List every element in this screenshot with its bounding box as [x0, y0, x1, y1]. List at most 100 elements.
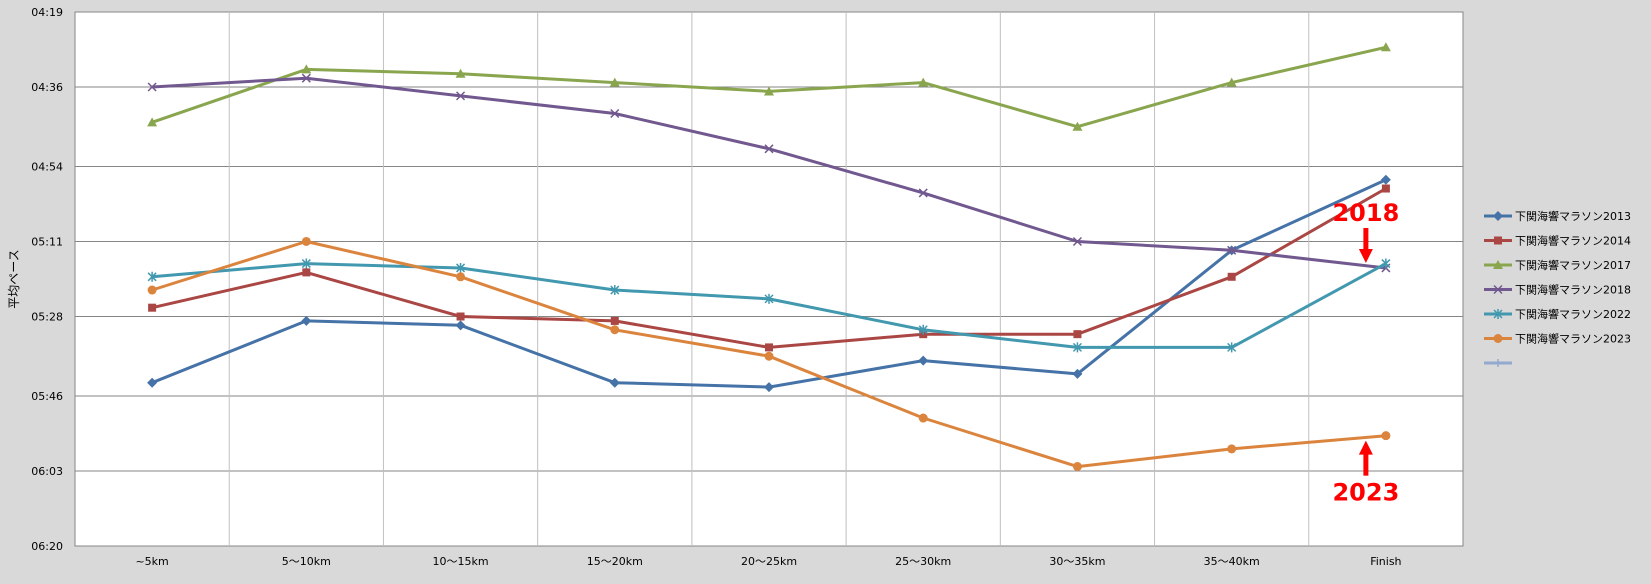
data-point — [1072, 342, 1082, 353]
data-point — [301, 64, 312, 74]
legend-marker — [1493, 211, 1503, 221]
legend-marker — [1493, 309, 1503, 319]
data-point — [456, 91, 466, 101]
x-tick-label: 15〜20km — [587, 555, 643, 568]
legend-label: 下関海響マラソン2017 — [1515, 258, 1631, 272]
data-point — [1381, 431, 1391, 441]
data-point — [1381, 258, 1391, 269]
x-tick-label: 25〜30km — [895, 555, 951, 568]
data-point — [301, 315, 312, 326]
data-point — [1227, 272, 1236, 281]
series-5 — [147, 258, 1391, 353]
data-point — [764, 144, 774, 154]
legend-item: 下関海響マラソン2014 — [1484, 234, 1631, 248]
data-point — [455, 320, 466, 331]
data-point — [147, 377, 158, 388]
axis-labels: 04:19 04:36 04:54 05:11 05:28 05:46 06:03 06:20… — [31, 6, 1401, 568]
legend-label: 下関海響マラソン2014 — [1515, 234, 1631, 248]
data-point — [610, 325, 620, 335]
data-point — [764, 293, 774, 304]
data-point — [1227, 444, 1237, 454]
annotation-arrow-head — [1358, 248, 1373, 263]
legend-item: 下関海響マラソン2022 — [1484, 307, 1631, 321]
legend-marker — [1493, 334, 1503, 343]
x-tick-label: 30〜35km — [1049, 555, 1105, 568]
data-point — [1381, 184, 1390, 193]
x-tick-label: ~5km — [135, 555, 168, 568]
series-6 — [147, 236, 1391, 472]
data-point — [1072, 462, 1082, 472]
legend-item-empty — [1484, 359, 1512, 367]
data-point — [301, 236, 311, 246]
x-tick-label: 5〜10km — [282, 555, 331, 568]
annotation-label: 2023 — [1332, 479, 1399, 507]
series-3 — [147, 42, 1391, 131]
annotation: 2018 — [1332, 199, 1399, 263]
x-tick-label: 10〜15km — [433, 555, 489, 568]
data-point — [610, 285, 620, 296]
data-point — [302, 268, 311, 277]
data-point — [918, 77, 929, 87]
y-tick-label: 06:03 — [31, 465, 63, 478]
legend-label: 下関海響マラソン2023 — [1515, 332, 1631, 346]
data-point — [764, 351, 774, 361]
data-point — [1226, 77, 1237, 87]
data-point — [455, 68, 466, 78]
legend-marker — [1494, 236, 1502, 245]
data-point — [764, 382, 774, 393]
data-point — [765, 343, 773, 352]
data-point — [918, 188, 928, 198]
data-point — [1380, 42, 1391, 52]
y-tick-label: 04:54 — [31, 160, 63, 173]
data-point — [918, 413, 928, 423]
y-tick-label: 04:36 — [31, 81, 63, 94]
data-point — [609, 77, 620, 87]
data-point — [610, 316, 619, 325]
x-tick-label: 20〜25km — [741, 555, 797, 568]
legend-item: 下関海響マラソン2017 — [1484, 258, 1631, 272]
legend-label: 下関海響マラソン2022 — [1515, 307, 1631, 321]
legend-label: 下関海響マラソン2013 — [1515, 209, 1631, 223]
legend-marker — [1494, 359, 1502, 367]
annotation-arrow-head — [1358, 440, 1373, 455]
data-point — [1227, 245, 1237, 255]
data-point — [918, 355, 929, 366]
data-point — [147, 82, 157, 92]
x-tick-label: Finish — [1370, 555, 1401, 568]
data-point — [1073, 330, 1082, 339]
annotations: 2018 2023 — [1332, 199, 1399, 507]
data-point — [918, 324, 928, 335]
series-1 — [147, 174, 1391, 393]
y-axis-title: 平均ペース — [7, 249, 21, 308]
data-point — [456, 262, 466, 273]
legend: 下関海響マラソン2013 下関海響マラソン2014 下関海響マラソン2017 下関海響… — [1484, 209, 1631, 367]
series-lines — [147, 42, 1391, 472]
data-point — [1227, 342, 1237, 353]
y-tick-label: 06:20 — [31, 540, 63, 553]
legend-marker — [1493, 260, 1503, 269]
data-point — [148, 303, 157, 312]
legend-label: 下関海響マラソン2018 — [1515, 283, 1631, 297]
legend-item: 下関海響マラソン2013 — [1484, 209, 1631, 223]
data-point — [1380, 174, 1391, 185]
data-point — [147, 271, 157, 282]
data-point — [1072, 121, 1083, 131]
annotation-arrow-shaft — [1363, 227, 1369, 250]
annotation-arrow-shaft — [1363, 453, 1369, 476]
legend-item: 下関海響マラソン2018 — [1484, 283, 1631, 297]
grid-lines — [75, 12, 1463, 546]
data-point — [147, 285, 157, 295]
data-point — [1072, 236, 1082, 247]
y-tick-label: 05:46 — [31, 390, 63, 403]
legend-marker — [1493, 284, 1503, 295]
y-tick-label: 04:19 — [31, 6, 63, 19]
y-tick-label: 05:11 — [31, 235, 63, 248]
annotation-label: 2018 — [1332, 199, 1399, 227]
data-point — [456, 272, 466, 282]
legend-item: 下関海響マラソン2023 — [1484, 332, 1631, 346]
y-tick-label: 05:28 — [31, 311, 63, 324]
data-point — [764, 86, 774, 96]
data-point — [610, 108, 620, 119]
